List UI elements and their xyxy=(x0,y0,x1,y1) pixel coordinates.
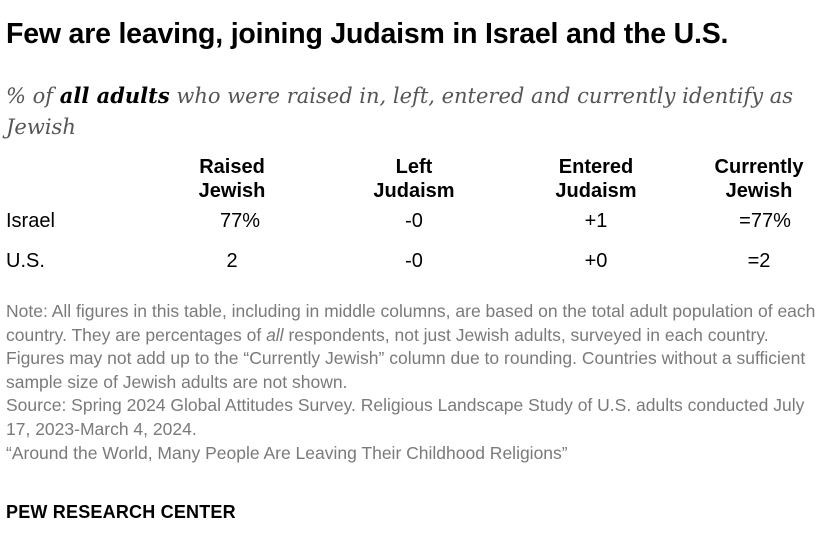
pew-logo-text: PEW RESEARCH CENTER xyxy=(6,502,236,522)
column-header-line2: Jewish xyxy=(198,180,266,202)
column-header-line1: Currently xyxy=(714,156,804,178)
table-cell-israel-currently: =77% xyxy=(739,210,791,232)
table-cell-us-left: -0 xyxy=(405,250,423,272)
note-emphasis: all xyxy=(266,324,284,345)
column-header-line2: Jewish xyxy=(725,180,793,202)
table-cell-us-entered: +0 xyxy=(584,250,608,272)
column-header-line2: Judaism xyxy=(373,180,455,202)
column-header-raised-jewish: Raised Jewish xyxy=(152,155,312,203)
chart-note: Note: All figures in this table, includi… xyxy=(6,300,826,465)
table-cell-israel-left: -0 xyxy=(405,210,423,232)
table-cell-us-raised: 2 xyxy=(226,250,238,272)
chart-title: Few are leaving, joining Judaism in Isra… xyxy=(6,18,729,50)
column-header-line1: Left xyxy=(395,156,433,178)
report-title: “Around the World, Many People Are Leavi… xyxy=(6,442,568,463)
subtitle-suffix: who were raised in, left, entered and cu… xyxy=(6,84,794,139)
column-header-left-judaism: Left Judaism xyxy=(334,155,494,203)
column-header-entered-judaism: Entered Judaism xyxy=(516,155,676,203)
row-label-us: U.S. xyxy=(6,250,45,272)
subtitle-emphasis: all adults xyxy=(59,83,170,108)
column-header-line1: Raised xyxy=(199,156,265,178)
column-header-line2: Judaism xyxy=(555,180,637,202)
note-line: Note: All figures in this table, includi… xyxy=(6,301,816,345)
chart-subtitle: % of all adults who were raised in, left… xyxy=(6,80,826,143)
column-header-line1: Entered xyxy=(558,156,634,178)
row-label-israel: Israel xyxy=(6,210,55,232)
note-text: Note: All figures in this table, includi… xyxy=(6,300,826,394)
source-text: Source: Spring 2024 Global Attitudes Sur… xyxy=(6,395,805,439)
note-line-rest: respondents, not just Jewish adults, sur… xyxy=(6,324,806,392)
table-cell-israel-entered: +1 xyxy=(584,210,608,232)
subtitle-prefix: % of xyxy=(6,84,60,108)
table-cell-israel-raised: 77% xyxy=(219,210,261,232)
table-cell-us-currently: =2 xyxy=(747,250,771,272)
column-header-currently-jewish: Currently Jewish xyxy=(679,155,839,203)
